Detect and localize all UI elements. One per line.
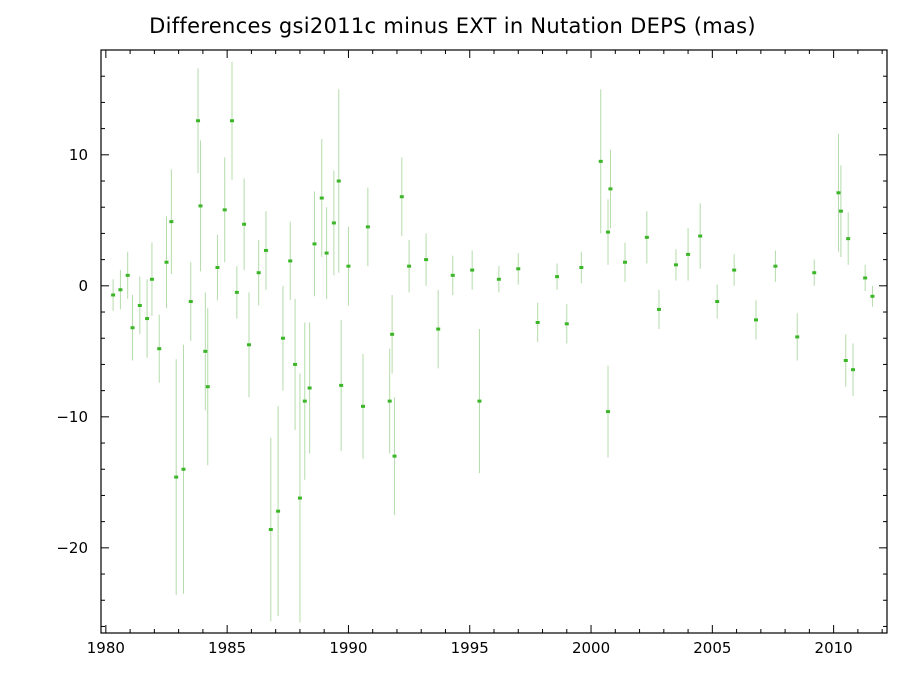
data-point: [399, 195, 404, 199]
data-point: [836, 191, 841, 195]
y-tick-label: 10: [69, 146, 88, 164]
data-point: [555, 275, 560, 279]
data-point: [307, 386, 312, 390]
data-point: [470, 268, 475, 272]
x-tick-label: 1980: [87, 639, 125, 657]
data-point: [256, 271, 261, 275]
data-point: [118, 288, 123, 292]
data-point: [424, 258, 429, 262]
data-point: [686, 252, 691, 256]
data-point: [346, 264, 351, 268]
data-point: [407, 264, 412, 268]
data-point: [268, 528, 273, 532]
y-tick-label: −10: [56, 408, 88, 426]
data-point: [336, 179, 341, 183]
data-point: [203, 349, 208, 353]
data-point: [870, 294, 875, 298]
error-bars-layer: [112, 61, 873, 623]
data-point: [535, 321, 540, 325]
data-point: [145, 317, 150, 321]
data-point: [293, 362, 298, 366]
x-tick-label: 2010: [815, 639, 853, 657]
data-point: [795, 335, 800, 339]
data-point: [496, 277, 501, 281]
data-point: [838, 209, 843, 213]
data-point: [319, 196, 324, 200]
data-point: [698, 234, 703, 238]
data-point: [846, 237, 851, 241]
data-point: [644, 235, 649, 239]
data-point: [125, 273, 130, 277]
data-point: [436, 327, 441, 331]
data-point: [623, 260, 627, 264]
data-point: [673, 263, 678, 267]
data-point: [288, 259, 293, 263]
data-point: [754, 318, 758, 322]
data-points-layer: [111, 119, 875, 532]
data-point: [606, 230, 611, 234]
y-tick-label: 0: [78, 277, 88, 295]
x-tick-label: 2005: [693, 639, 731, 657]
data-point: [263, 248, 268, 252]
data-point: [164, 260, 169, 264]
data-point: [312, 242, 317, 246]
data-point: [387, 399, 392, 403]
data-point: [205, 385, 210, 389]
data-point: [392, 454, 397, 458]
x-tick-label: 1990: [329, 639, 367, 657]
data-point: [230, 119, 234, 123]
data-point: [246, 343, 251, 347]
data-point: [111, 293, 116, 297]
y-axis: 10 0 −10 −20: [56, 49, 887, 627]
chart-title: Differences gsi2011c minus EXT in Nutati…: [149, 14, 756, 38]
data-point: [863, 276, 868, 280]
x-axis: 1980 1985 1990 1995 2000 2005 2010: [87, 50, 883, 657]
data-point: [516, 267, 521, 271]
data-point: [390, 332, 395, 336]
data-point: [149, 277, 154, 281]
data-point: [365, 225, 370, 229]
data-point: [598, 159, 603, 163]
data-point: [174, 475, 179, 479]
data-point: [324, 251, 329, 255]
data-point: [222, 208, 227, 212]
data-point: [656, 307, 661, 311]
data-point: [188, 300, 193, 304]
data-point: [302, 399, 307, 403]
data-point: [280, 336, 285, 340]
data-point: [196, 119, 201, 123]
y-tick-label: −20: [56, 539, 88, 557]
data-point: [234, 290, 239, 294]
data-point: [715, 300, 720, 304]
data-point: [361, 404, 365, 408]
plot-frame: [100, 49, 888, 634]
data-point: [851, 368, 856, 372]
data-point: [157, 347, 162, 351]
data-point: [450, 273, 455, 277]
data-point: [276, 509, 281, 513]
data-point: [606, 410, 611, 414]
data-point: [181, 467, 186, 471]
data-point: [732, 268, 737, 272]
data-point: [130, 326, 135, 330]
data-point: [169, 220, 174, 224]
data-point: [812, 271, 817, 275]
data-point: [331, 221, 336, 225]
data-point: [242, 222, 247, 226]
x-tick-label: 2000: [572, 639, 610, 657]
data-point: [843, 358, 848, 362]
data-point: [198, 204, 203, 208]
data-point: [477, 399, 482, 403]
data-point: [773, 264, 778, 268]
x-tick-label: 1985: [208, 639, 246, 657]
data-point: [339, 383, 344, 387]
data-point: [215, 265, 220, 269]
x-tick-label: 1995: [451, 639, 489, 657]
data-point: [564, 322, 569, 326]
data-point: [579, 265, 584, 269]
data-point: [608, 187, 613, 191]
data-point: [297, 496, 302, 500]
data-point: [137, 303, 142, 307]
